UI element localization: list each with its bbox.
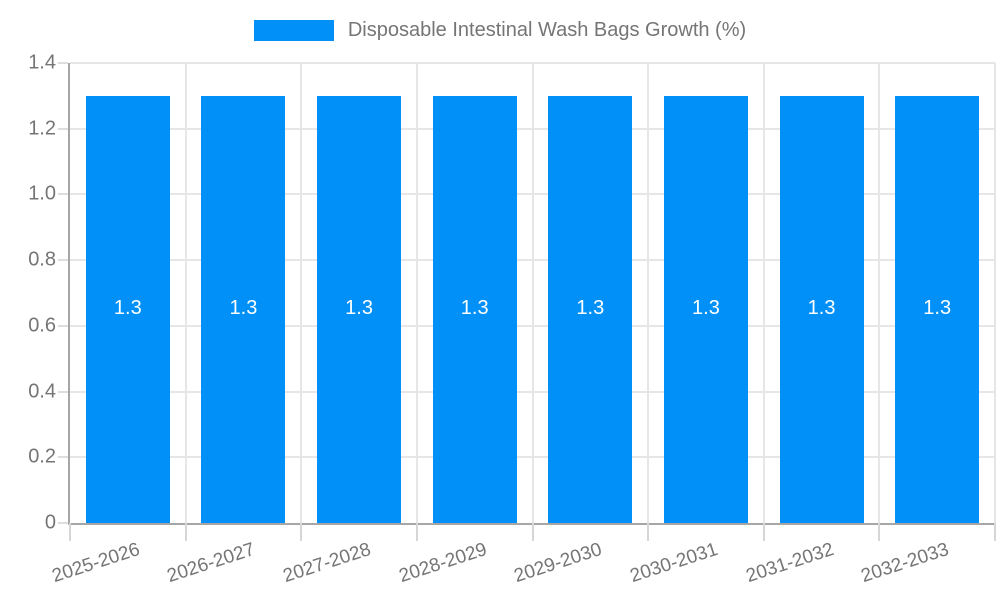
- x-tick-label: 2029-2030: [511, 539, 605, 588]
- bar: 1.3: [201, 95, 286, 523]
- y-tick-label: 0.4: [28, 380, 56, 403]
- y-tick-label: 0.2: [28, 445, 56, 468]
- y-tick: [58, 62, 68, 64]
- v-gridline: [878, 63, 881, 523]
- bar-value-label: 1.3: [692, 297, 720, 320]
- bar: 1.3: [432, 95, 517, 523]
- y-tick: [58, 259, 68, 262]
- y-tick: [58, 193, 68, 196]
- y-tick: [58, 456, 68, 459]
- x-tick: [184, 523, 187, 541]
- y-tick: [58, 522, 68, 524]
- bar: 1.3: [317, 95, 402, 523]
- x-tick: [647, 523, 650, 541]
- legend-swatch: [253, 20, 334, 41]
- x-tick-label: 2032-2033: [858, 539, 952, 588]
- x-tick-label: 2030-2031: [627, 539, 721, 588]
- y-tick: [58, 127, 68, 130]
- y-tick: [58, 390, 68, 393]
- x-tick: [994, 523, 996, 541]
- v-gridline: [415, 63, 418, 523]
- bar-value-label: 1.3: [923, 297, 952, 320]
- bar-value-label: 1.3: [229, 297, 258, 320]
- bar: 1.3: [548, 95, 633, 523]
- bar-value-label: 1.3: [113, 297, 142, 320]
- x-tick: [415, 523, 418, 541]
- y-tick-label: 1.4: [28, 51, 56, 74]
- y-tick-label: 1.0: [28, 182, 56, 205]
- legend-label: Disposable Intestinal Wash Bags Growth (…: [347, 19, 747, 41]
- bar: 1.3: [663, 95, 748, 523]
- x-tick: [878, 523, 881, 541]
- bar: 1.3: [895, 95, 980, 523]
- y-tick-label: 1.2: [28, 117, 56, 140]
- plot-area: 0 0.2 0.4 0.6 0.8 1.0 1.2 1.4 1.3 2025-2026 1.3 202…: [28, 52, 996, 587]
- bar-value-label: 1.3: [460, 297, 489, 320]
- bar: 1.3: [85, 95, 170, 523]
- x-tick: [762, 523, 765, 541]
- y-tick-label: 0: [44, 511, 56, 534]
- y-tick: [58, 324, 68, 327]
- v-gridline: [994, 63, 996, 523]
- v-gridline: [300, 63, 303, 523]
- x-tick-label: 2027-2028: [280, 539, 374, 588]
- v-gridline: [647, 63, 650, 523]
- x-tick: [300, 523, 303, 541]
- bar-value-label: 1.3: [807, 297, 836, 320]
- x-tick-label: 2031-2032: [743, 539, 837, 588]
- bar: 1.3: [779, 95, 864, 523]
- bar-value-label: 1.3: [345, 297, 373, 320]
- legend: Disposable Intestinal Wash Bags Growth (…: [0, 19, 1000, 42]
- y-tick-label: 0.8: [28, 248, 56, 271]
- x-tick: [531, 523, 534, 541]
- v-gridline: [184, 63, 187, 523]
- y-tick-label: 0.6: [28, 314, 56, 337]
- x-tick: [69, 523, 71, 541]
- x-tick-label: 2025-2026: [49, 539, 143, 588]
- v-gridline: [531, 63, 534, 523]
- x-tick-label: 2026-2027: [165, 539, 258, 588]
- x-tick-label: 2028-2029: [396, 539, 490, 588]
- bar-value-label: 1.3: [576, 297, 605, 320]
- v-gridline: [762, 63, 765, 523]
